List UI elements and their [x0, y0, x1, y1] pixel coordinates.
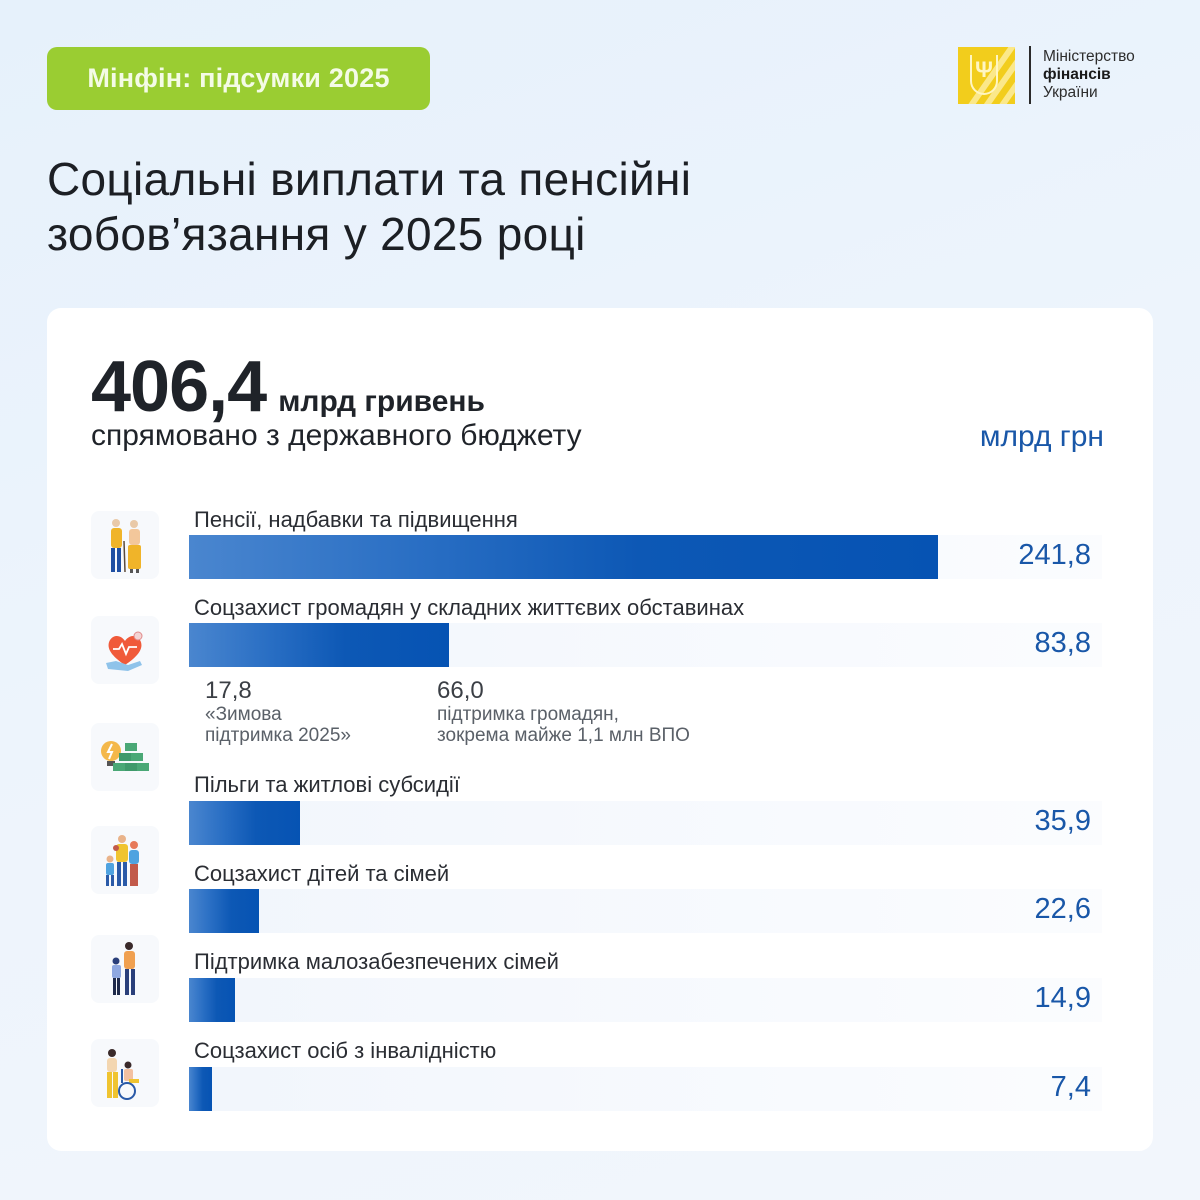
page-title: Соціальні виплати та пенсійні зобов’язан…	[47, 153, 692, 260]
total-subtitle: спрямовано з державного бюджету	[91, 419, 582, 452]
row-value-low-income: 14,9	[1034, 982, 1091, 1014]
breakdown-winter-support: 17,8 «Зимова підтримка 2025»	[205, 677, 351, 747]
logo-divider	[1029, 46, 1031, 104]
bar-track	[189, 978, 1102, 1022]
bar-track	[189, 1067, 1102, 1111]
family-icon	[91, 826, 159, 894]
ministry-logo: Ψ Міністерство фінансів України	[958, 46, 1135, 104]
row-value-pensions: 241,8	[1018, 539, 1091, 571]
bar-disabilities	[189, 1067, 212, 1111]
bar-benefits-subsidies	[189, 801, 300, 845]
wheelchair-icon	[91, 1039, 159, 1107]
logo-text: Міністерство фінансів України	[1043, 48, 1135, 101]
row-label-disabilities: Соцзахист осіб з інвалідністю	[194, 1038, 497, 1063]
bar-pensions	[189, 535, 938, 579]
row-label-pensions: Пенсії, надбавки та підвищення	[194, 507, 518, 532]
unit-label: млрд грн	[979, 420, 1104, 453]
summary-badge: Мінфін: підсумки 2025	[47, 47, 430, 110]
bar-difficult-circumstances	[189, 623, 449, 667]
heart-in-hand-icon	[91, 616, 159, 684]
elderly-couple-icon	[91, 511, 159, 579]
bar-low-income	[189, 978, 235, 1022]
chart-card: 406,4 млрд гривень спрямовано з державно…	[47, 308, 1153, 1151]
row-label-low-income: Підтримка малозабезпечених сімей	[194, 949, 559, 974]
breakdown-citizen-support: 66,0 підтримка громадян, зокрема майже 1…	[437, 677, 690, 747]
total-amount: 406,4 млрд гривень	[91, 346, 485, 428]
badge-label: Мінфін: підсумки 2025	[87, 63, 390, 93]
row-value-children-families: 22,6	[1034, 893, 1091, 925]
row-label-benefits-subsidies: Пільги та житлові субсидії	[194, 772, 460, 797]
bar-track	[189, 801, 1102, 845]
lightbulb-money-icon	[91, 723, 159, 791]
row-value-benefits-subsidies: 35,9	[1034, 805, 1091, 837]
total-value: 406,4	[91, 347, 267, 427]
bar-track	[189, 889, 1102, 933]
trident-emblem-icon: Ψ	[958, 46, 1015, 104]
bar-children-families	[189, 889, 259, 933]
row-value-disabilities: 7,4	[1050, 1071, 1091, 1103]
row-label-children-families: Соцзахист дітей та сімей	[194, 861, 450, 886]
row-value-difficult-circumstances: 83,8	[1034, 627, 1091, 659]
row-label-difficult-circumstances: Соцзахист громадян у складних життєвих о…	[194, 595, 745, 620]
mother-child-icon	[91, 935, 159, 1003]
total-unit: млрд гривень	[278, 385, 485, 418]
